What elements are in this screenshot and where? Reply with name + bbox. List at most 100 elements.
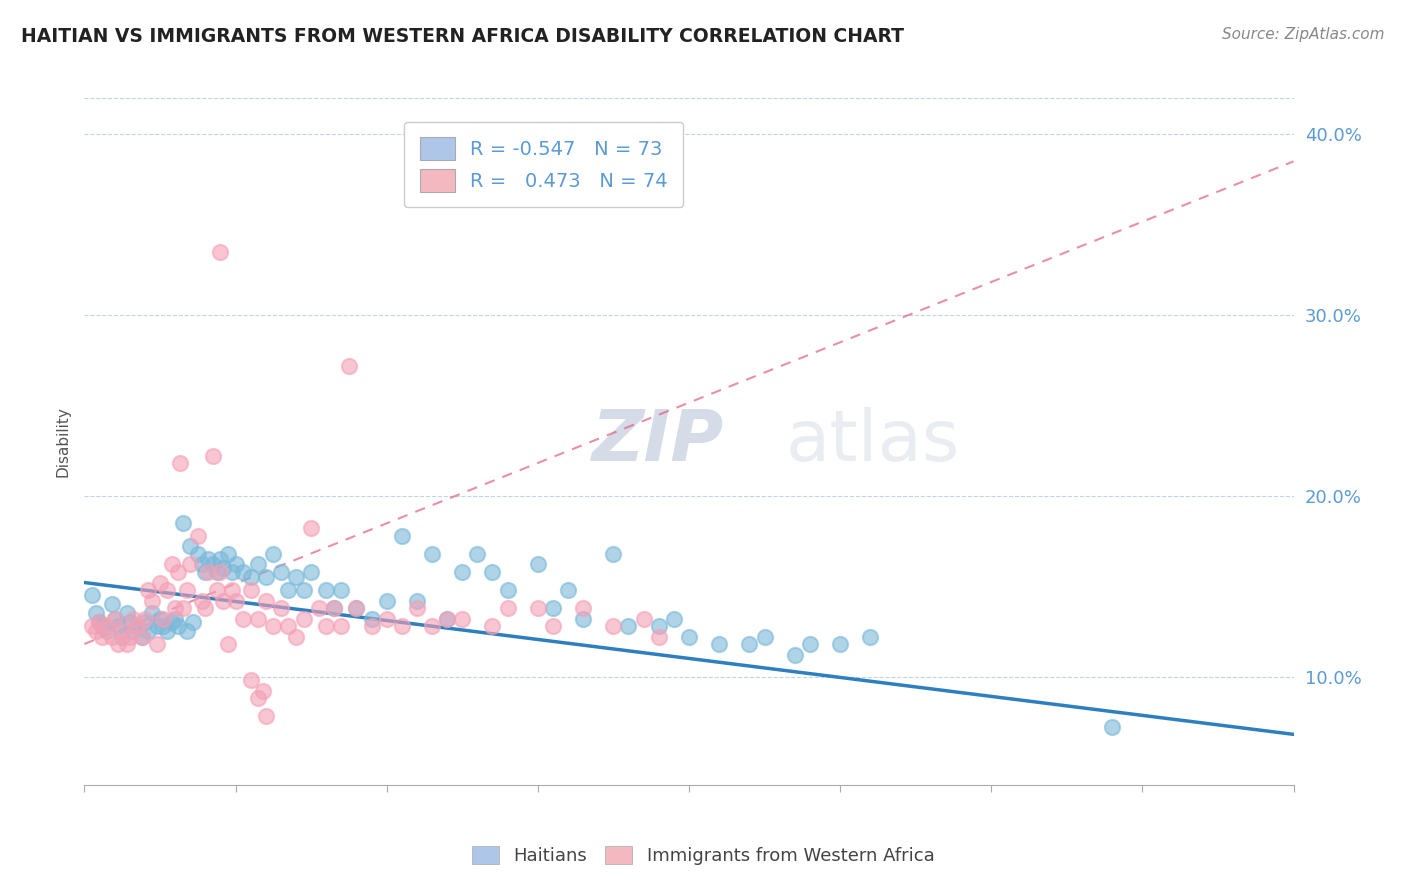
Point [754,630,776,644]
Point [217,637,239,651]
Point [104,612,127,626]
Point [118,630,141,644]
Point [80,588,103,602]
Point [254,570,277,584]
Point [292,612,315,626]
Point [194,565,217,579]
Point [391,528,413,542]
Point [292,582,315,597]
Point [391,619,413,633]
Point [467,547,489,561]
Point [602,619,624,633]
Point [152,619,174,633]
Point [201,449,224,463]
Point [247,691,270,706]
Point [107,619,129,633]
Point [194,600,217,615]
Point [346,600,368,615]
Point [179,540,201,554]
Point [169,456,191,470]
Point [111,624,134,639]
Point [187,528,209,542]
Point [239,582,262,597]
Point [375,612,398,626]
Point [315,619,337,633]
Point [96,619,118,633]
Point [678,630,700,644]
Point [107,637,129,651]
Point [115,607,138,621]
Point [80,619,103,633]
Point [481,565,503,579]
Point [783,648,806,662]
Point [86,624,108,639]
Point [201,558,224,572]
Point [541,619,564,633]
Point [496,600,519,615]
Point [191,593,214,607]
Point [285,570,308,584]
Point [146,619,169,633]
Point [1101,720,1123,734]
Point [330,582,353,597]
Point [527,558,550,572]
Point [557,582,579,597]
Point [330,619,353,633]
Point [160,558,183,572]
Point [212,593,235,607]
Point [176,582,198,597]
Point [141,593,163,607]
Text: HAITIAN VS IMMIGRANTS FROM WESTERN AFRICA DISABILITY CORRELATION CHART: HAITIAN VS IMMIGRANTS FROM WESTERN AFRIC… [21,27,904,45]
Point [134,612,156,626]
Point [420,547,443,561]
Point [420,619,443,633]
Point [337,359,360,373]
Point [239,673,262,687]
Point [115,637,138,651]
Point [207,582,229,597]
Point [100,630,122,644]
Point [131,630,153,644]
Point [172,516,194,530]
Point [270,600,292,615]
Point [127,619,149,633]
Point [239,570,262,584]
Point [247,612,270,626]
Point [121,612,143,626]
Point [254,709,277,723]
Point [176,624,198,639]
Point [252,684,274,698]
Point [212,561,235,575]
Point [451,565,474,579]
Point [617,619,640,633]
Point [165,600,187,615]
Point [141,607,163,621]
Point [436,612,458,626]
Legend: R = -0.547   N = 73, R =   0.473   N = 74: R = -0.547 N = 73, R = 0.473 N = 74 [404,121,683,207]
Point [360,612,382,626]
Point [451,612,474,626]
Point [209,244,232,259]
Point [91,630,114,644]
Text: Source: ZipAtlas.com: Source: ZipAtlas.com [1222,27,1385,42]
Point [232,565,254,579]
Point [232,612,254,626]
Point [315,582,337,597]
Legend: Haitians, Immigrants from Western Africa: Haitians, Immigrants from Western Africa [463,837,943,874]
Point [262,547,284,561]
Point [100,597,122,611]
Point [633,612,655,626]
Point [277,582,299,597]
Point [322,600,344,615]
Point [481,619,503,633]
Point [247,558,270,572]
Point [89,615,111,630]
Point [89,615,111,630]
Point [187,547,209,561]
Point [225,593,247,607]
Point [152,612,174,626]
Point [149,575,172,590]
Point [91,619,114,633]
Point [738,637,761,651]
Point [165,612,187,626]
